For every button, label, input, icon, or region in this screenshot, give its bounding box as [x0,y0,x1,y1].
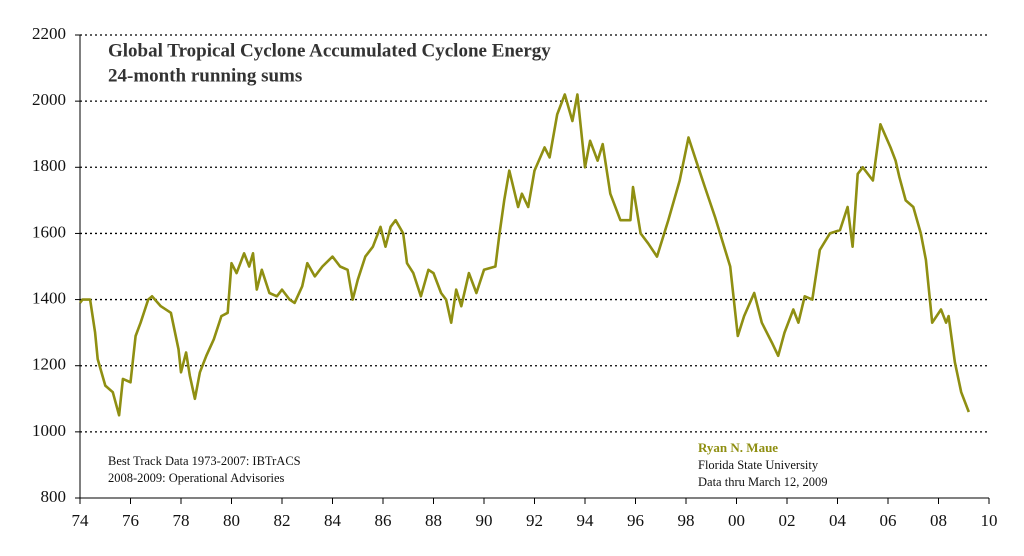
y-tick-label: 1400 [32,288,66,307]
x-tick-label: 80 [223,511,240,530]
x-tick-label: 74 [72,511,90,530]
y-tick-label: 1000 [32,421,66,440]
x-tick-label: 08 [930,511,947,530]
y-tick-label: 1800 [32,156,66,175]
x-tick-label: 76 [122,511,139,530]
x-tick-label: 78 [173,511,190,530]
x-tick-label: 96 [627,511,644,530]
chart-subtitle: 24-month running sums [108,65,302,86]
y-tick-label: 800 [41,487,67,506]
x-tick-label: 82 [274,511,291,530]
x-tick-label: 92 [526,511,543,530]
x-tick-label: 06 [880,511,897,530]
affiliation: Florida State University [698,458,819,472]
x-tick-label: 00 [728,511,745,530]
y-tick-label: 2200 [32,24,66,43]
data-date: Data thru March 12, 2009 [698,475,827,489]
x-tick-label: 88 [425,511,442,530]
source-note: Best Track Data 1973-2007: IBTrACS [108,454,301,468]
x-tick-label: 84 [324,511,342,530]
source-note: 2008-2009: Operational Advisories [108,471,284,485]
x-tick-label: 04 [829,511,847,530]
author: Ryan N. Maue [698,440,778,455]
x-tick-label: 02 [779,511,796,530]
y-tick-label: 1200 [32,355,66,374]
y-tick-label: 1600 [32,222,66,241]
x-tick-label: 86 [375,511,392,530]
chart-title: Global Tropical Cyclone Accumulated Cycl… [108,40,551,61]
y-tick-label: 2000 [32,90,66,109]
x-tick-label: 10 [981,511,998,530]
x-tick-label: 90 [476,511,493,530]
x-tick-label: 98 [678,511,695,530]
x-tick-label: 94 [577,511,595,530]
data-line [78,93,971,417]
